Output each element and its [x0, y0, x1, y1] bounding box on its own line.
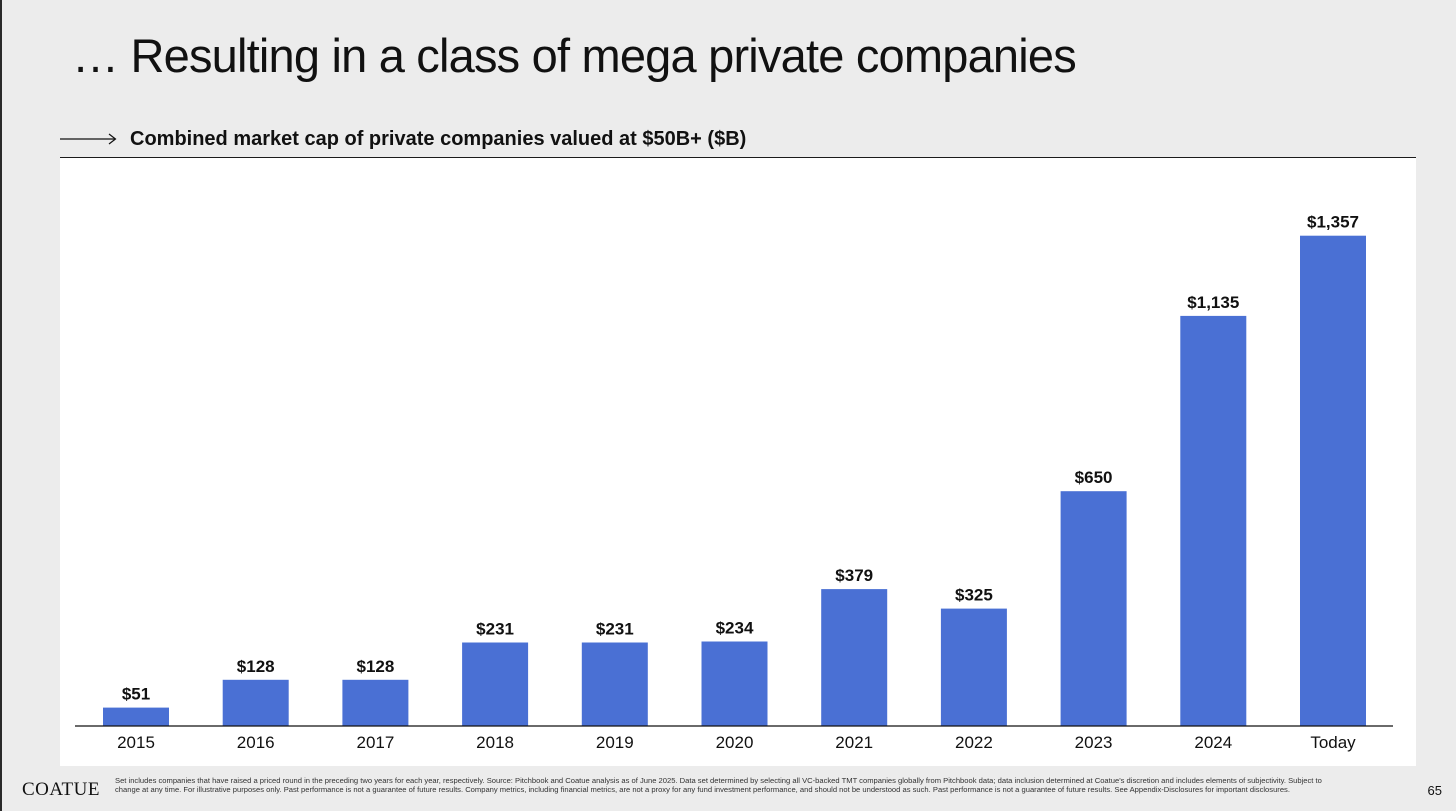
- x-tick-label-2020: 2020: [716, 733, 754, 752]
- bar-chart: $51 2015 $128 2016 $128 2017 $231 2018 $231 2019 $…: [75, 213, 1393, 752]
- data-label-2020: $234: [716, 619, 754, 638]
- data-label-2022: $325: [955, 586, 993, 605]
- x-tick-label-2021: 2021: [835, 733, 873, 752]
- bar-2021: [821, 589, 888, 726]
- subtitle-divider: [60, 157, 1416, 158]
- x-tick-label-2015: 2015: [117, 733, 155, 752]
- chart-panel: $51 2015 $128 2016 $128 2017 $231 2018 $231 2019 $…: [60, 158, 1416, 766]
- bar-2019: [581, 642, 648, 726]
- x-tick-label-2019: 2019: [596, 733, 634, 752]
- left-edge-rule: [0, 0, 2, 811]
- chart-subtitle-row: Combined market cap of private companies…: [60, 126, 746, 152]
- brand-logo-text: COATUE: [22, 779, 100, 800]
- data-label-today: $1,357: [1307, 213, 1359, 232]
- bar-2015: [103, 707, 169, 726]
- data-label-2019: $231: [596, 620, 634, 639]
- page-title: … Resulting in a class of mega private c…: [72, 29, 1077, 82]
- bar-2020: [701, 641, 768, 726]
- data-label-2023: $650: [1075, 468, 1113, 487]
- x-tick-label-today: Today: [1310, 733, 1356, 752]
- x-tick-label-2024: 2024: [1194, 733, 1232, 752]
- data-label-2016: $128: [237, 657, 275, 676]
- x-tick-label-2016: 2016: [237, 733, 275, 752]
- data-label-2017: $128: [356, 657, 394, 676]
- long-right-arrow-icon: [60, 133, 117, 145]
- data-label-2018: $231: [476, 620, 514, 639]
- bar-2018: [462, 642, 529, 726]
- x-tick-label-2018: 2018: [476, 733, 514, 752]
- bar-2017: [342, 679, 409, 726]
- page-number: 65: [1427, 783, 1442, 798]
- x-tick-label-2017: 2017: [356, 733, 394, 752]
- footnote-disclosure: Set includes companies that have raised …: [115, 776, 1322, 794]
- x-tick-label-2022: 2022: [955, 733, 993, 752]
- bar-2023: [1060, 491, 1127, 726]
- bar-2016: [222, 679, 289, 726]
- bar-2024: [1180, 315, 1247, 726]
- data-label-2015: $51: [122, 685, 150, 704]
- data-label-2024: $1,135: [1187, 293, 1239, 312]
- data-label-2021: $379: [835, 566, 873, 585]
- chart-subtitle: Combined market cap of private companies…: [130, 127, 747, 150]
- bar-today: [1300, 235, 1366, 726]
- bar-2022: [940, 608, 1007, 726]
- x-tick-label-2023: 2023: [1075, 733, 1113, 752]
